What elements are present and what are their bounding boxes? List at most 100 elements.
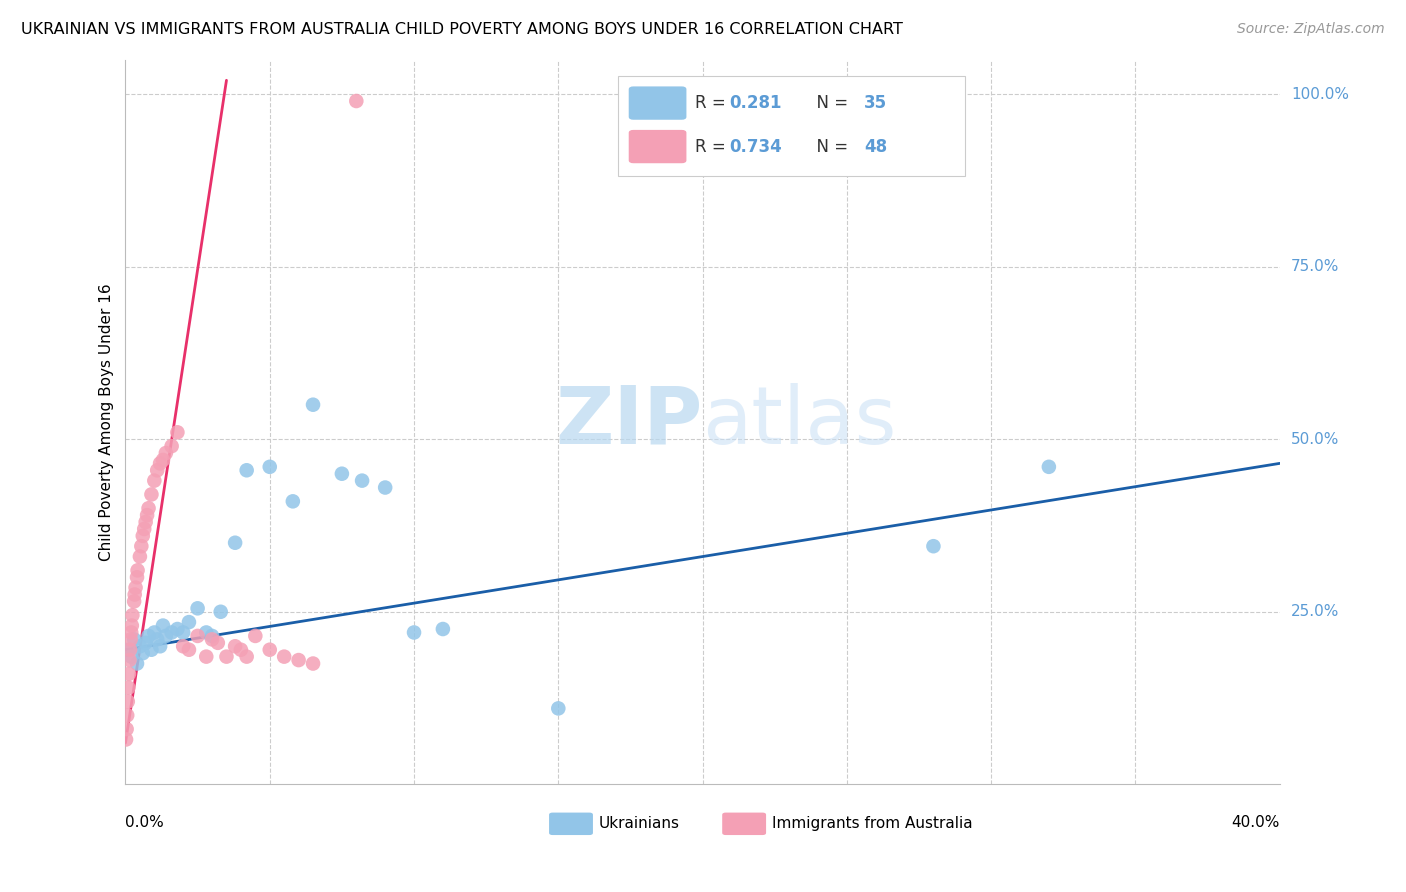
Point <box>172 640 194 654</box>
Text: R =: R = <box>695 137 731 155</box>
Point <box>195 649 218 664</box>
Point <box>124 587 146 601</box>
Point <box>120 632 142 647</box>
Point <box>120 649 142 664</box>
FancyBboxPatch shape <box>550 813 593 835</box>
Text: N =: N = <box>807 94 853 112</box>
Point <box>146 632 169 647</box>
Text: Source: ZipAtlas.com: Source: ZipAtlas.com <box>1237 22 1385 37</box>
Text: Ukrainians: Ukrainians <box>599 816 679 831</box>
Text: 100.0%: 100.0% <box>1291 87 1348 102</box>
FancyBboxPatch shape <box>628 130 686 163</box>
FancyBboxPatch shape <box>723 813 766 835</box>
Point <box>120 642 142 657</box>
Text: ZIP: ZIP <box>555 383 703 461</box>
Point <box>115 708 138 723</box>
Point <box>118 653 141 667</box>
Point <box>201 629 224 643</box>
Point <box>281 494 304 508</box>
Point <box>143 625 166 640</box>
Point <box>215 649 238 664</box>
Y-axis label: Child Poverty Among Boys Under 16: Child Poverty Among Boys Under 16 <box>100 283 114 561</box>
Point <box>187 601 209 615</box>
Point <box>121 618 143 632</box>
Point <box>259 642 281 657</box>
Text: 75.0%: 75.0% <box>1291 260 1339 274</box>
Text: 25.0%: 25.0% <box>1291 604 1339 619</box>
Point <box>302 657 325 671</box>
Point <box>235 463 257 477</box>
Point <box>224 640 246 654</box>
Text: atlas: atlas <box>703 383 897 461</box>
Text: 40.0%: 40.0% <box>1232 815 1279 830</box>
Point <box>135 515 157 529</box>
Point <box>146 463 169 477</box>
Text: 35: 35 <box>865 94 887 112</box>
Point <box>235 649 257 664</box>
Point <box>118 666 141 681</box>
Point <box>432 622 454 636</box>
Point <box>124 581 146 595</box>
Point <box>141 642 163 657</box>
Point <box>259 459 281 474</box>
Point <box>120 625 142 640</box>
Text: 0.734: 0.734 <box>730 137 782 155</box>
Point <box>115 722 138 736</box>
Point <box>122 632 145 647</box>
Point <box>273 649 295 664</box>
Point <box>330 467 353 481</box>
Point <box>117 642 139 657</box>
Point <box>287 653 309 667</box>
Point <box>135 636 157 650</box>
Point <box>127 563 149 577</box>
Point <box>129 549 152 564</box>
Point <box>207 636 229 650</box>
Point <box>129 640 152 654</box>
Point <box>209 605 232 619</box>
Point <box>352 474 374 488</box>
Point <box>132 646 155 660</box>
Point <box>138 501 160 516</box>
FancyBboxPatch shape <box>619 76 965 176</box>
Point <box>149 640 172 654</box>
Point <box>302 398 325 412</box>
Point <box>152 453 174 467</box>
Point <box>149 456 172 470</box>
Text: 0.281: 0.281 <box>730 94 782 112</box>
Text: 48: 48 <box>865 137 887 155</box>
Point <box>195 625 218 640</box>
Point <box>141 487 163 501</box>
Point <box>132 529 155 543</box>
Point <box>177 642 200 657</box>
Point <box>143 474 166 488</box>
Point <box>166 622 188 636</box>
Text: UKRAINIAN VS IMMIGRANTS FROM AUSTRALIA CHILD POVERTY AMONG BOYS UNDER 16 CORRELA: UKRAINIAN VS IMMIGRANTS FROM AUSTRALIA C… <box>21 22 903 37</box>
Point <box>117 681 139 695</box>
Point <box>245 629 267 643</box>
Point <box>125 570 148 584</box>
Point <box>138 629 160 643</box>
Point <box>121 608 143 623</box>
Point <box>229 642 252 657</box>
Text: 0.0%: 0.0% <box>125 815 165 830</box>
FancyBboxPatch shape <box>628 87 686 120</box>
Text: Immigrants from Australia: Immigrants from Australia <box>772 816 973 831</box>
Point <box>134 522 156 536</box>
Point <box>402 625 425 640</box>
Text: R =: R = <box>695 94 731 112</box>
Point <box>160 625 183 640</box>
Point <box>1038 459 1060 474</box>
Point <box>177 615 200 629</box>
Point <box>136 508 159 523</box>
Point <box>547 701 569 715</box>
Point <box>922 539 945 553</box>
Point <box>117 694 139 708</box>
Point <box>125 657 148 671</box>
Point <box>344 94 367 108</box>
Point <box>166 425 188 440</box>
Point <box>201 632 224 647</box>
Text: N =: N = <box>807 137 853 155</box>
Point <box>152 618 174 632</box>
Text: 50.0%: 50.0% <box>1291 432 1339 447</box>
Point <box>374 481 396 495</box>
